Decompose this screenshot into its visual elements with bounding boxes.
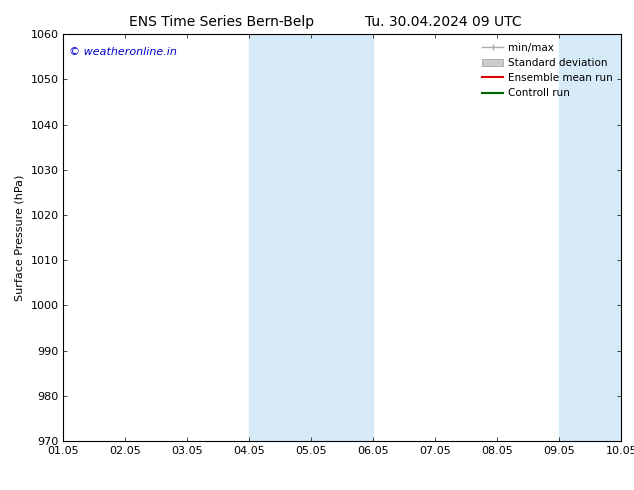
Text: ENS Time Series Bern-Belp: ENS Time Series Bern-Belp [129,15,314,29]
Bar [249,34,373,441]
Legend: min/max, Standard deviation, Ensemble mean run, Controll run: min/max, Standard deviation, Ensemble me… [479,40,616,101]
Text: Tu. 30.04.2024 09 UTC: Tu. 30.04.2024 09 UTC [365,15,522,29]
Bar [559,34,621,441]
Text: © weatheronline.in: © weatheronline.in [69,47,177,56]
Y-axis label: Surface Pressure (hPa): Surface Pressure (hPa) [15,174,25,301]
